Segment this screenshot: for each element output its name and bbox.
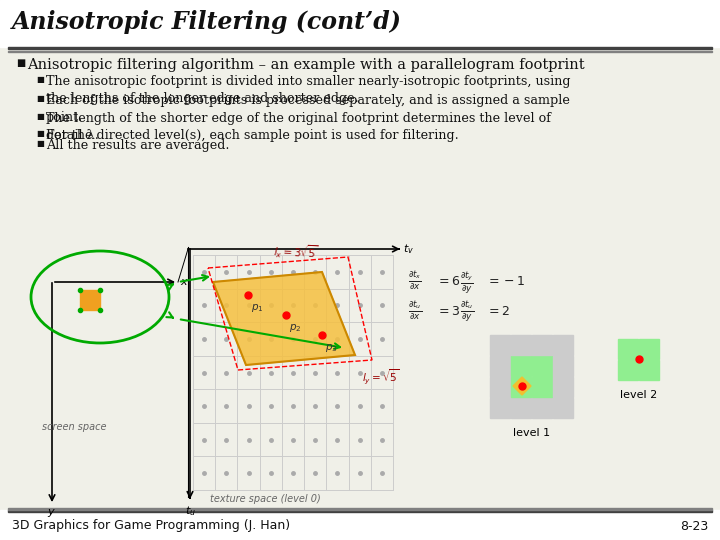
Bar — [511, 398, 531, 418]
Polygon shape — [213, 272, 355, 365]
Text: Each of the isotropic footprints is processed separately, and is assigned a samp: Each of the isotropic footprints is proc… — [46, 94, 570, 124]
Bar — [8, 51, 712, 52]
Bar — [490, 377, 510, 397]
Bar — [532, 356, 552, 376]
Text: ■: ■ — [36, 139, 44, 148]
Bar — [8, 510, 712, 512]
Text: $\frac{\partial t_y}{\partial y}$: $\frac{\partial t_y}{\partial y}$ — [460, 270, 474, 296]
Text: level 2: level 2 — [621, 390, 657, 400]
Bar — [532, 335, 552, 355]
Bar — [553, 398, 573, 418]
Text: $\frac{\partial t_u}{\partial y}$: $\frac{\partial t_u}{\partial y}$ — [460, 300, 474, 325]
Bar — [490, 398, 510, 418]
Bar — [511, 377, 531, 397]
Bar — [490, 335, 510, 355]
Bar — [553, 356, 573, 376]
Text: $= 6$: $= 6$ — [436, 275, 461, 288]
Text: $p_2$: $p_2$ — [289, 322, 302, 334]
Bar — [490, 356, 510, 376]
Text: ■: ■ — [36, 129, 44, 138]
Text: texture space (level 0): texture space (level 0) — [210, 494, 320, 504]
Text: $l_y = \sqrt{5}$: $l_y = \sqrt{5}$ — [362, 368, 400, 387]
Bar — [0, 0, 720, 47]
Text: ■: ■ — [36, 75, 44, 84]
Text: $\frac{\partial t_u}{\partial x}$: $\frac{\partial t_u}{\partial x}$ — [408, 300, 422, 322]
Bar — [639, 339, 659, 359]
Bar — [639, 360, 659, 380]
Text: For the directed level(s), each sample point is used for filtering.: For the directed level(s), each sample p… — [46, 129, 459, 142]
Bar — [511, 356, 531, 376]
Text: $t_u$: $t_u$ — [184, 504, 195, 518]
Bar — [553, 335, 573, 355]
Bar — [0, 510, 720, 540]
Bar — [8, 46, 712, 49]
Bar — [618, 339, 638, 359]
Bar — [8, 508, 712, 510]
Text: $y$: $y$ — [47, 507, 55, 519]
Text: Anisotropic filtering algorithm – an example with a parallelogram footprint: Anisotropic filtering algorithm – an exa… — [27, 58, 585, 72]
Bar — [80, 290, 100, 310]
Text: $l_x = 3\sqrt{5}$: $l_x = 3\sqrt{5}$ — [274, 241, 319, 262]
Text: ■: ■ — [36, 94, 44, 103]
Text: $t_v$: $t_v$ — [403, 242, 414, 256]
Text: $= -1$: $= -1$ — [486, 275, 526, 288]
Bar — [511, 335, 531, 355]
Text: $x$: $x$ — [180, 277, 189, 287]
Text: $\frac{\partial t_x}{\partial x}$: $\frac{\partial t_x}{\partial x}$ — [408, 270, 422, 292]
Text: ■: ■ — [16, 58, 25, 68]
Text: level 1: level 1 — [513, 428, 551, 438]
Text: Anisotropic Filtering (cont’d): Anisotropic Filtering (cont’d) — [12, 10, 402, 34]
Text: The length of the shorter edge of the original footprint determines the level of: The length of the shorter edge of the or… — [46, 112, 551, 142]
Text: ■: ■ — [36, 112, 44, 121]
Bar — [618, 360, 638, 380]
Text: The anisotropic footprint is divided into smaller nearly-isotropic footprints, u: The anisotropic footprint is divided int… — [46, 75, 570, 105]
Bar — [532, 377, 552, 397]
Bar — [532, 398, 552, 418]
Text: $p_1$: $p_1$ — [251, 302, 264, 314]
Text: 3D Graphics for Game Programming (J. Han): 3D Graphics for Game Programming (J. Han… — [12, 519, 290, 532]
Text: $= 3$: $= 3$ — [436, 305, 460, 318]
Text: $= 2$: $= 2$ — [486, 305, 510, 318]
Text: 8-23: 8-23 — [680, 519, 708, 532]
Bar — [553, 377, 573, 397]
Text: $p_3$: $p_3$ — [325, 342, 338, 354]
Polygon shape — [513, 377, 531, 395]
Text: All the results are averaged.: All the results are averaged. — [46, 139, 230, 152]
Text: screen space: screen space — [42, 422, 107, 432]
